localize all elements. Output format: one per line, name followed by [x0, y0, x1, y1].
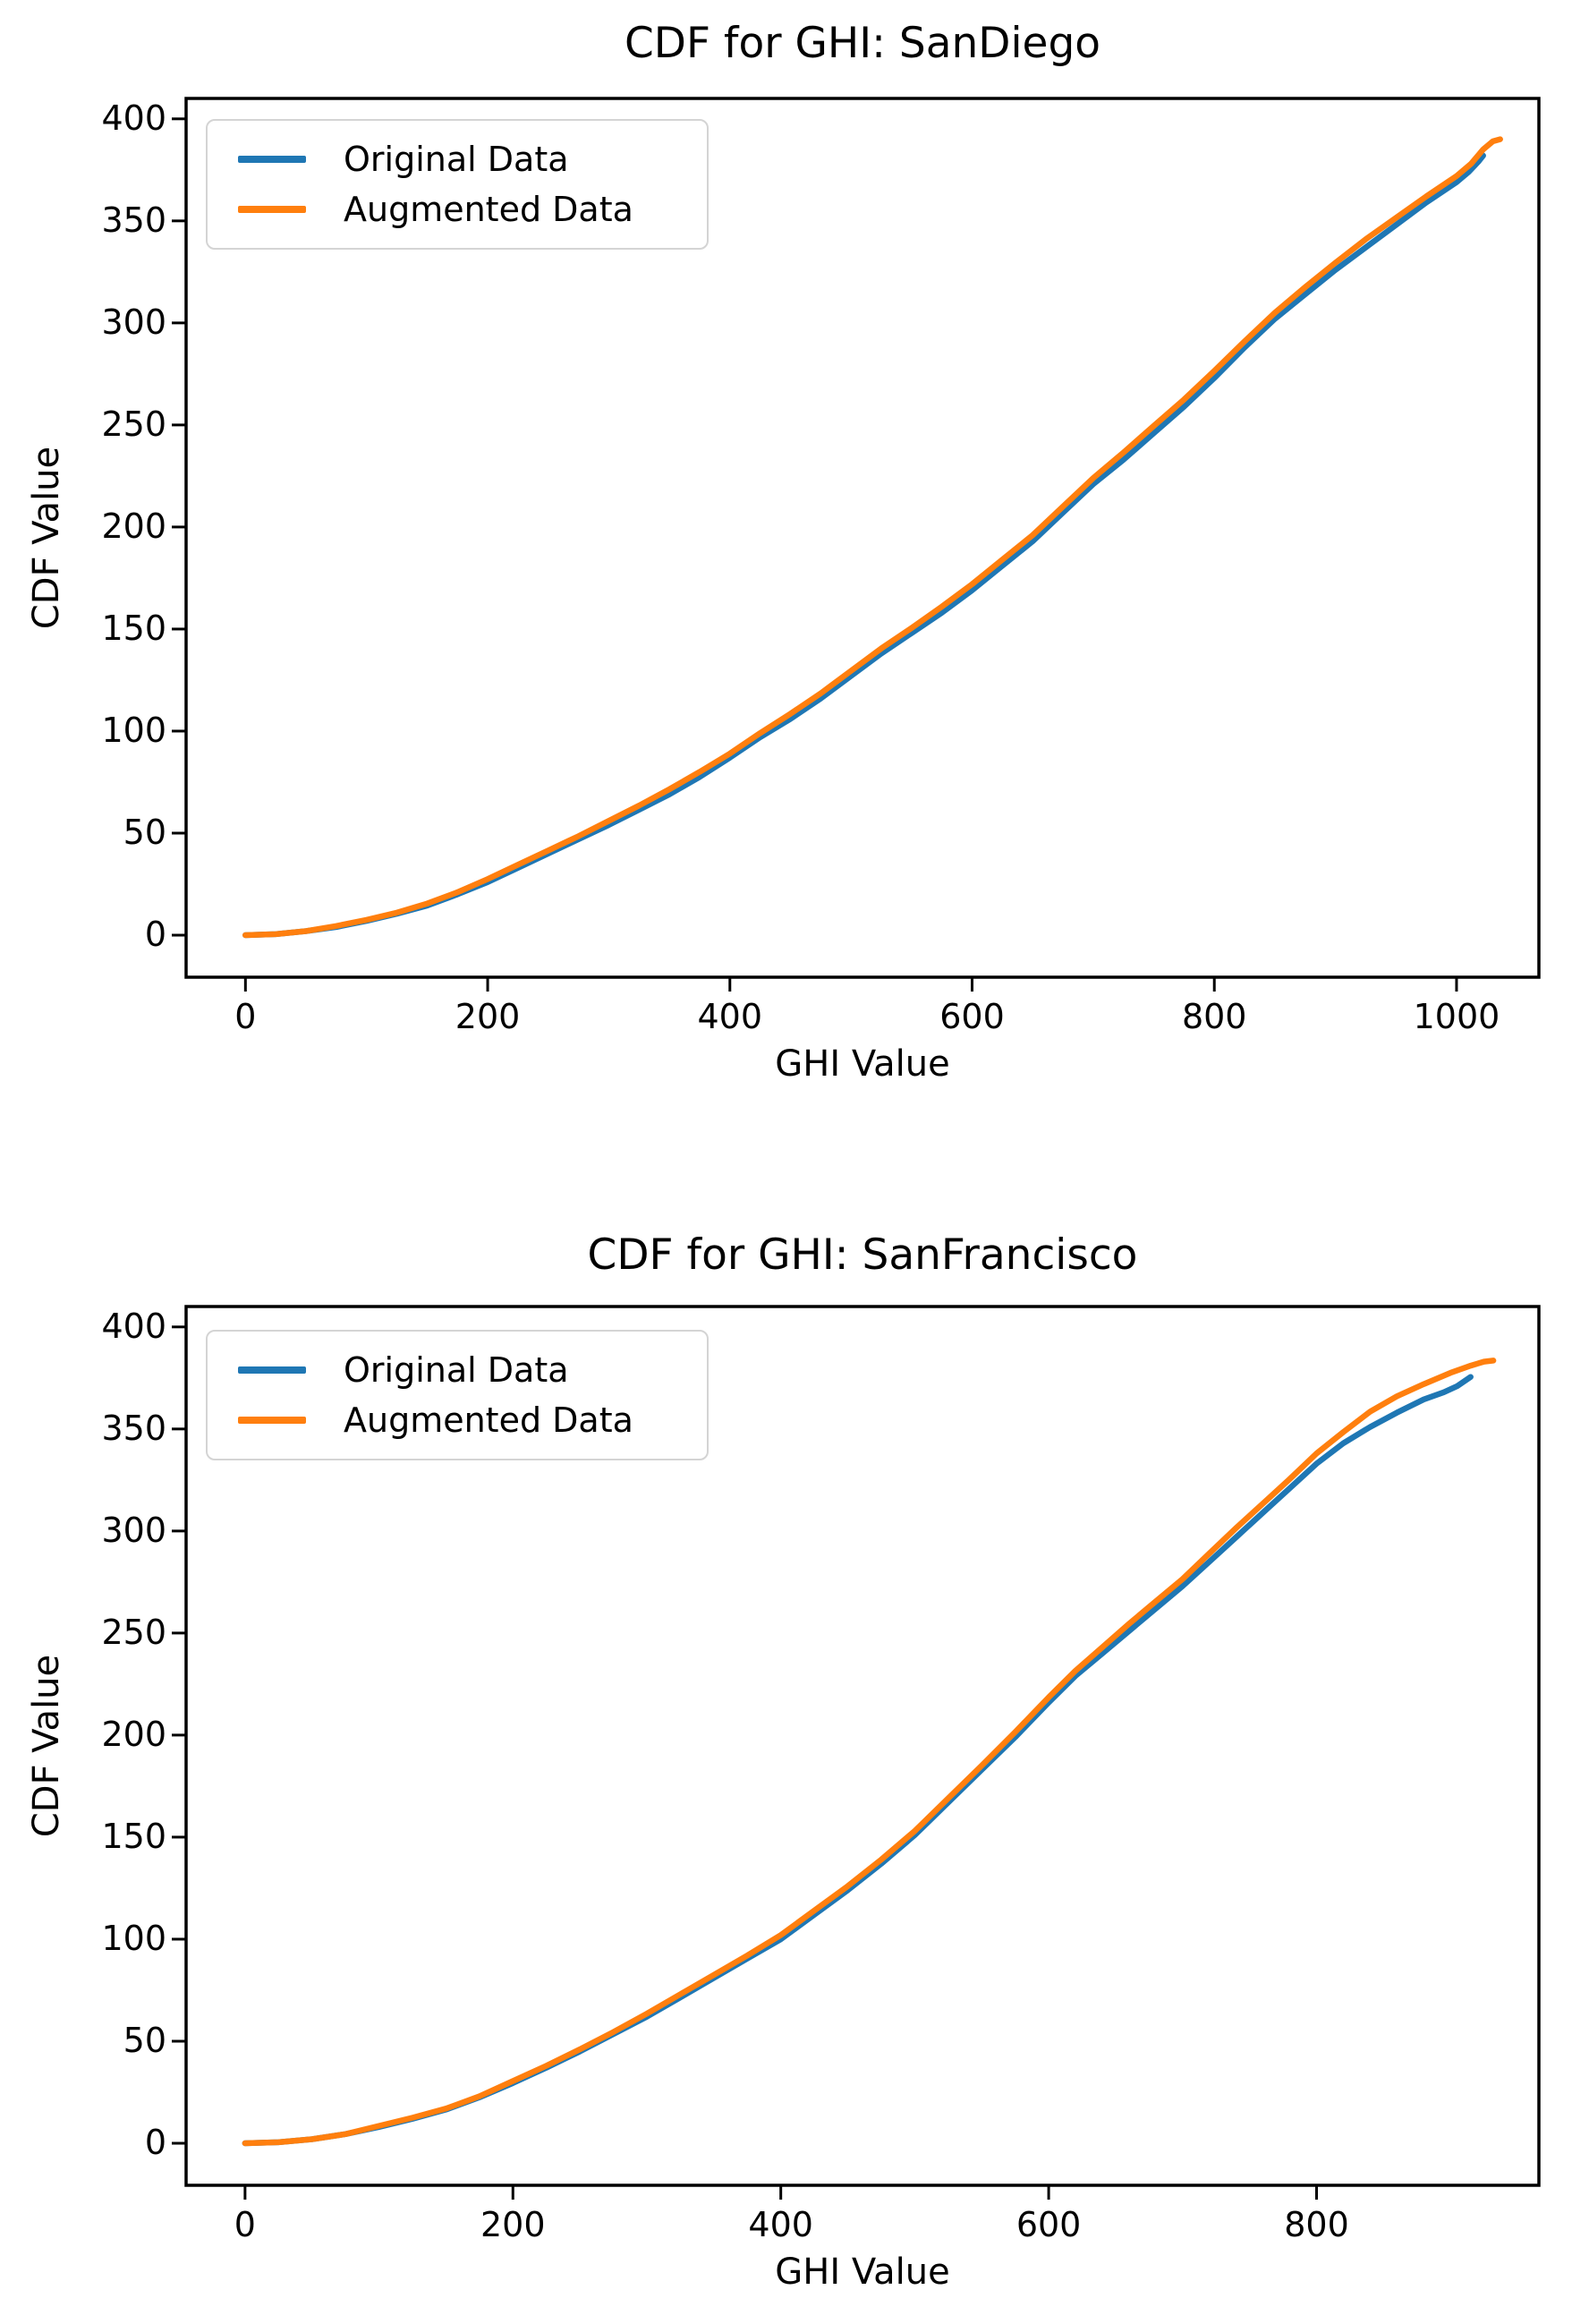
- y-tick-label: 150: [101, 1816, 166, 1856]
- y-tick-label: 0: [144, 915, 166, 955]
- x-axis-label: GHI Value: [775, 1043, 950, 1085]
- original-data-line: [242, 1374, 1474, 2147]
- x-tick-label: 600: [1015, 2205, 1082, 2244]
- chart-sanfrancisco: CDF for GHI: SanFrancisco CDF Value GHI …: [0, 1163, 1572, 2324]
- y-tick-label: 400: [101, 1306, 166, 1346]
- y-tick-label: 350: [101, 200, 166, 240]
- chart-sandiego: CDF for GHI: SanDiego CDF Value GHI Valu…: [26, 19, 1541, 1085]
- legend-item-original: Original Data: [238, 1350, 698, 1390]
- augmented-data-line: [242, 136, 1503, 939]
- y-tick-label: 250: [101, 1612, 166, 1652]
- chart-title: CDF for GHI: SanFrancisco: [587, 1230, 1138, 1280]
- x-tick-label: 800: [1181, 997, 1247, 1036]
- y-tick-label: 0: [144, 2123, 166, 2163]
- x-tick-label: 600: [939, 997, 1005, 1036]
- original-data-line-swatch: [238, 155, 306, 163]
- legend-label-augmented: Augmented Data: [344, 190, 633, 230]
- legend-label-original: Original Data: [344, 139, 569, 179]
- augmented-data-line-swatch: [238, 1417, 306, 1425]
- y-tick-label: 100: [101, 1918, 166, 1958]
- y-tick-label: 200: [101, 506, 166, 546]
- x-axis-label: GHI Value: [775, 2252, 950, 2293]
- x-tick-label: 400: [748, 2205, 813, 2244]
- plot-frame: [184, 1305, 1541, 2187]
- legend-item-original: Original Data: [238, 140, 698, 179]
- legend-item-augmented: Augmented Data: [238, 190, 698, 229]
- legend: Original Data Augmented Data: [206, 1330, 709, 1460]
- chart-title: CDF for GHI: SanDiego: [624, 19, 1101, 68]
- legend-label-augmented: Augmented Data: [344, 1400, 633, 1441]
- x-tick-label: 0: [234, 2205, 256, 2244]
- y-tick-label: 150: [101, 608, 166, 648]
- augmented-data-line: [242, 1358, 1497, 2147]
- x-tick-label: 200: [455, 997, 521, 1036]
- x-tick-label: 400: [697, 997, 763, 1036]
- x-tick-label: 1000: [1413, 997, 1500, 1036]
- y-tick-label: 400: [101, 98, 166, 138]
- augmented-data-line-swatch: [238, 206, 306, 214]
- y-tick-label: 200: [101, 1714, 166, 1754]
- x-tick-label: 0: [234, 997, 257, 1036]
- plot-canvas-sandiego: [172, 97, 1541, 992]
- original-data-line: [242, 152, 1486, 939]
- y-tick-label: 100: [101, 710, 166, 750]
- y-tick-label: 50: [123, 2020, 166, 2060]
- legend-item-augmented: Augmented Data: [238, 1400, 698, 1440]
- y-tick-label: 300: [101, 1510, 166, 1550]
- plot-frame: [184, 97, 1541, 979]
- x-tick-label: 200: [480, 2205, 546, 2244]
- legend: Original Data Augmented Data: [206, 119, 709, 250]
- x-tick-label: 800: [1284, 2205, 1349, 2244]
- y-tick-label: 50: [123, 812, 166, 852]
- y-tick-label: 250: [101, 404, 166, 444]
- original-data-line-swatch: [238, 1366, 306, 1374]
- plot-canvas-sanfrancisco: [172, 1305, 1541, 2200]
- legend-label-original: Original Data: [344, 1349, 569, 1390]
- y-tick-label: 350: [101, 1408, 166, 1448]
- y-tick-label: 300: [101, 302, 166, 342]
